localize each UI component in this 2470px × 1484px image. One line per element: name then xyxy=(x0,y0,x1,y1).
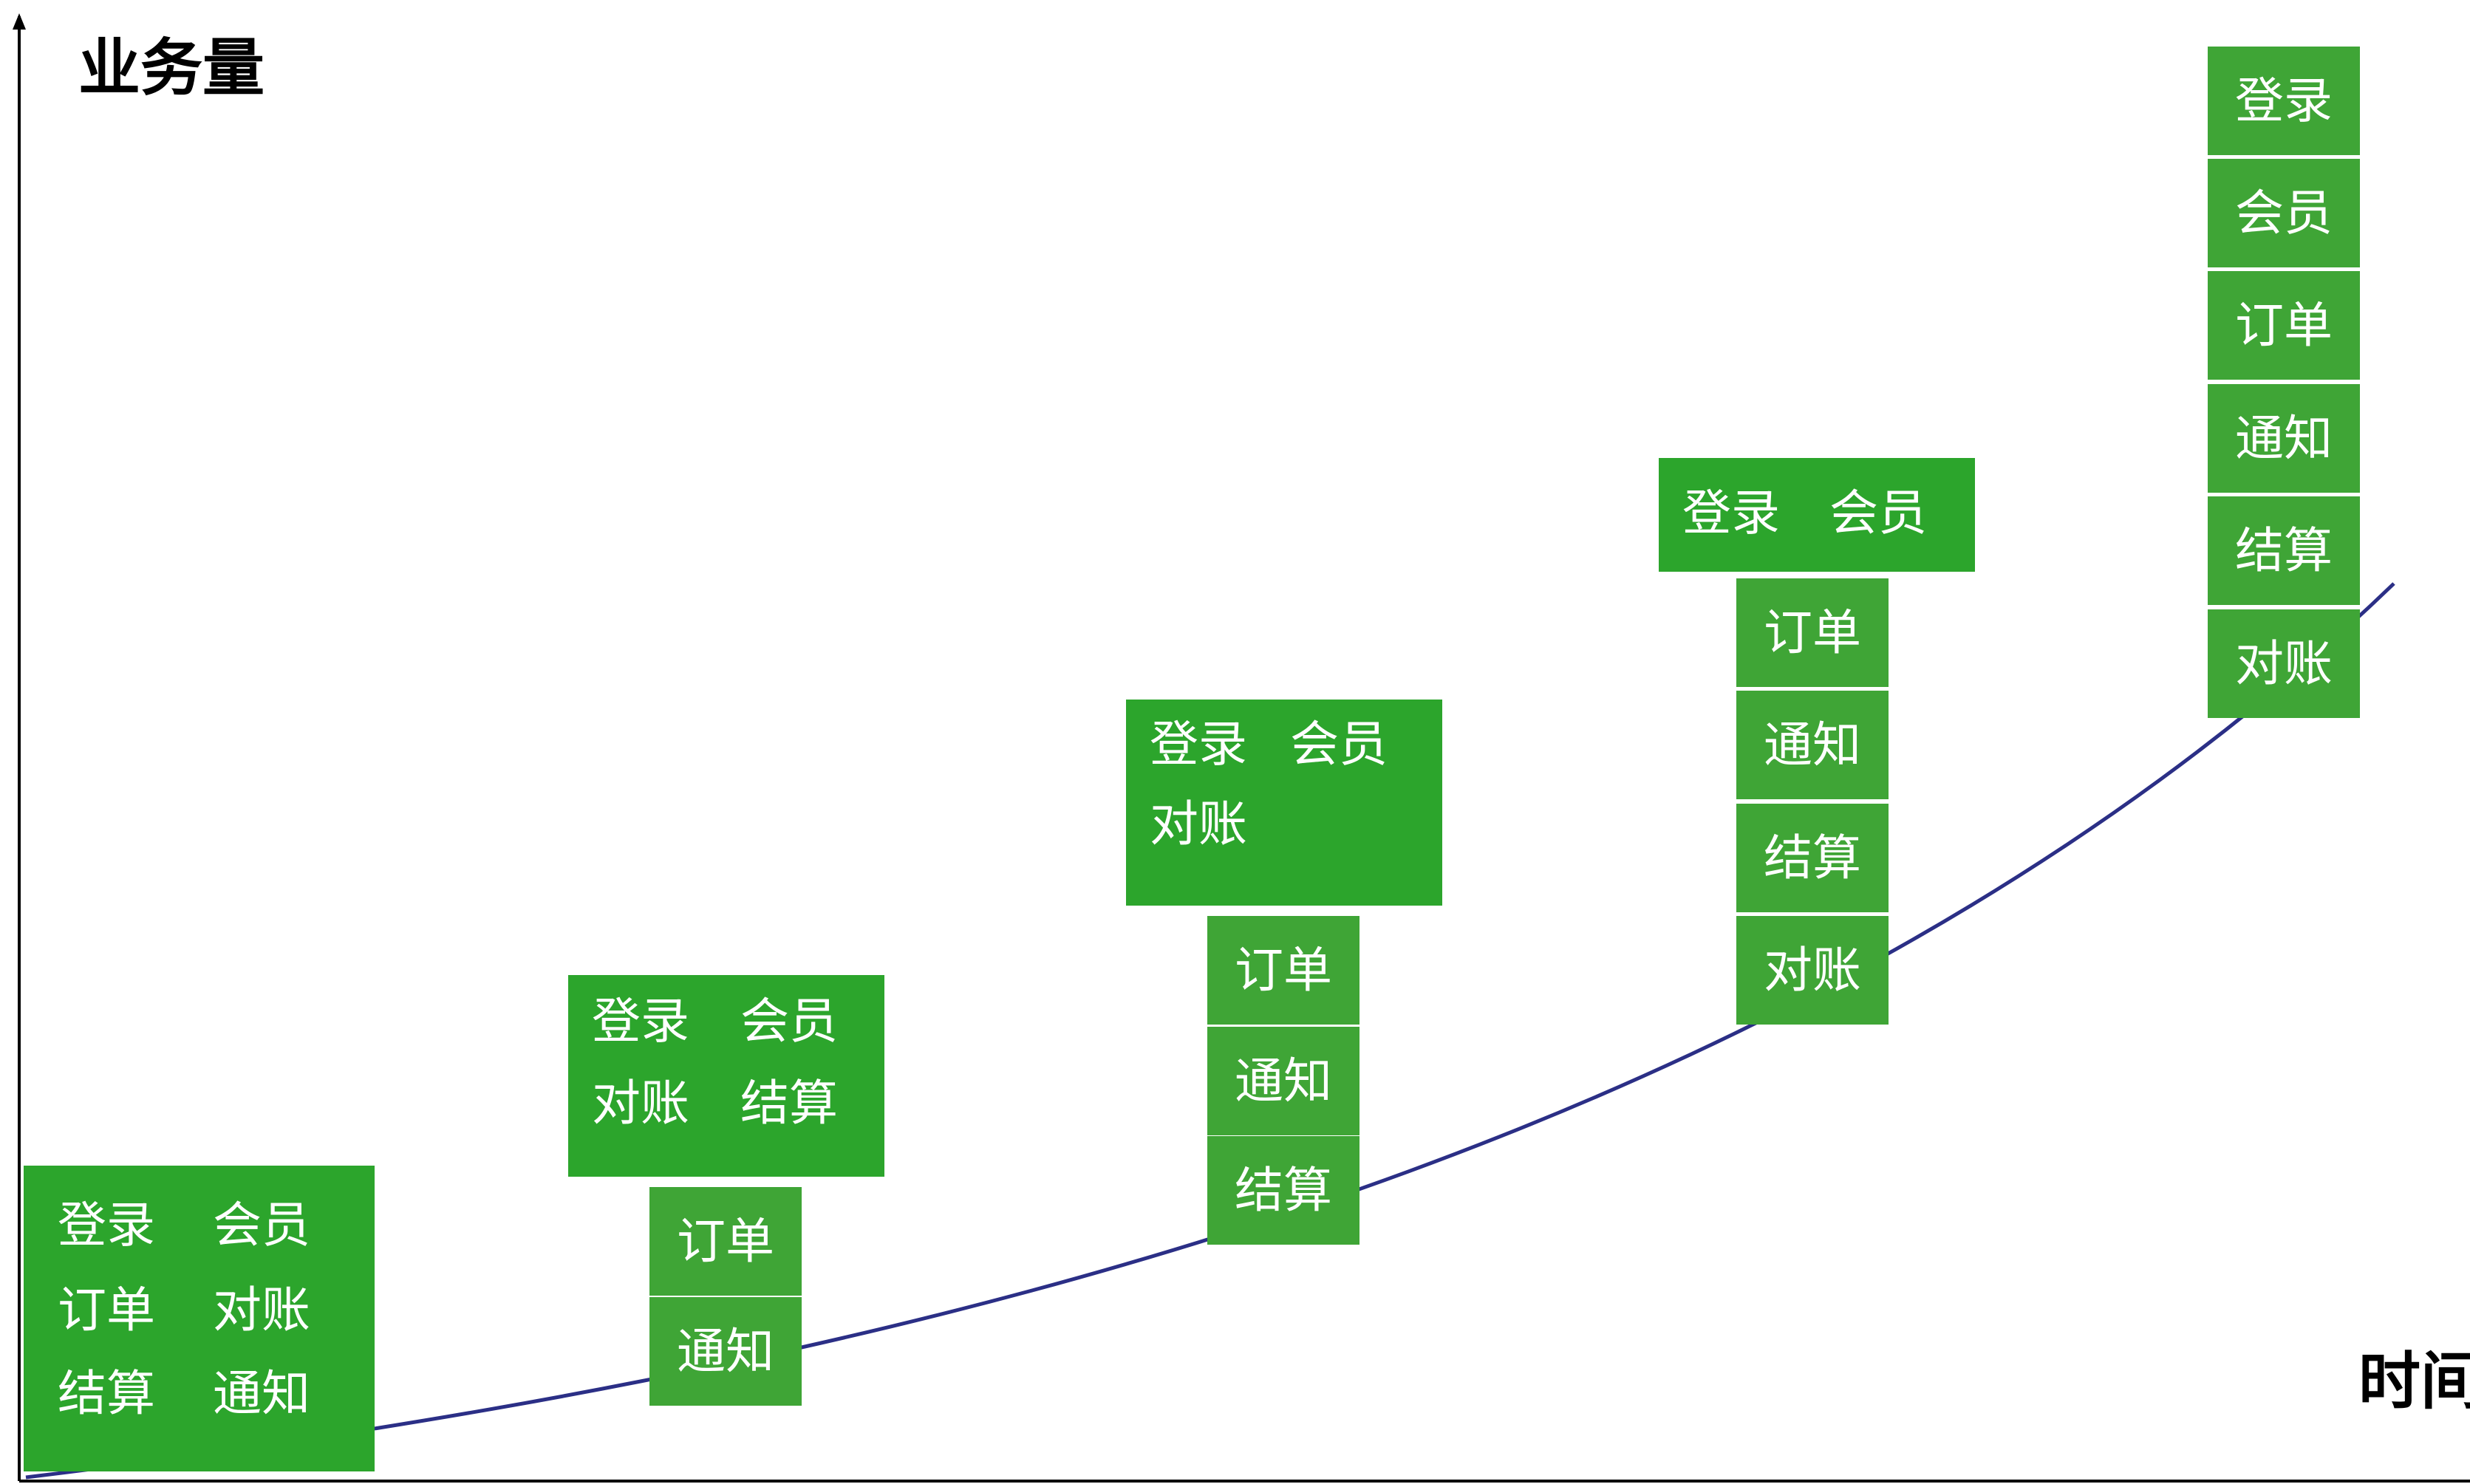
stage-1-module-label: 对账 xyxy=(213,1282,310,1338)
stage-2-service-tile: 订单 xyxy=(649,1187,802,1296)
stage-4-service-tile: 通知 xyxy=(1736,691,1889,799)
stage-4-service-tile: 对账 xyxy=(1736,916,1889,1025)
stage-3-module-label: 会员 xyxy=(1290,716,1388,773)
stage-2-module-label: 结算 xyxy=(740,1075,838,1132)
stage-3-module-label: 对账 xyxy=(1150,796,1247,852)
stage-3-module-label: 登录 xyxy=(1150,716,1247,773)
stage-3-service-tile: 订单 xyxy=(1207,916,1359,1025)
stage-2-service-tile: 通知 xyxy=(649,1297,802,1406)
stage-4-service-tile: 结算 xyxy=(1736,804,1889,912)
stage-4-core-block: 登录 会员 xyxy=(1659,458,1975,572)
stage-5-service-tile: 通知 xyxy=(2208,384,2360,493)
stage-1-monolith-block: 登录 会员 订单 对账 结算 通知 xyxy=(24,1166,375,1471)
y-axis-arrow-icon xyxy=(13,13,26,30)
stage-5-service-tile: 登录 xyxy=(2208,47,2360,155)
stage-1-module-label: 登录 xyxy=(58,1197,155,1254)
stage-3-service-tile: 结算 xyxy=(1207,1136,1359,1245)
stage-4-module-label: 会员 xyxy=(1829,485,1927,541)
stage-1-module-label: 会员 xyxy=(213,1197,310,1254)
stage-2-module-label: 对账 xyxy=(592,1075,689,1132)
stage-1-module-label: 结算 xyxy=(58,1365,155,1422)
x-axis-label: 时间 xyxy=(2358,1345,2470,1418)
stage-3-core-block: 登录 会员 对账 xyxy=(1126,700,1442,906)
stage-2-core-block: 登录 会员 对账 结算 xyxy=(568,975,884,1177)
y-axis-label: 业务量 xyxy=(78,32,265,104)
stage-5-service-tile: 会员 xyxy=(2208,159,2360,267)
stage-4-module-label: 登录 xyxy=(1682,485,1780,541)
stage-3-service-tile: 通知 xyxy=(1207,1027,1359,1135)
stage-1-module-label: 通知 xyxy=(213,1365,310,1422)
stage-5-service-tile: 对账 xyxy=(2208,609,2360,718)
stage-2-module-label: 登录 xyxy=(592,993,689,1050)
stage-5-service-tile: 订单 xyxy=(2208,271,2360,380)
stage-1-module-label: 订单 xyxy=(58,1282,155,1338)
stage-4-service-tile: 订单 xyxy=(1736,578,1889,687)
stage-2-module-label: 会员 xyxy=(740,993,838,1050)
stage-5-service-tile: 结算 xyxy=(2208,496,2360,605)
